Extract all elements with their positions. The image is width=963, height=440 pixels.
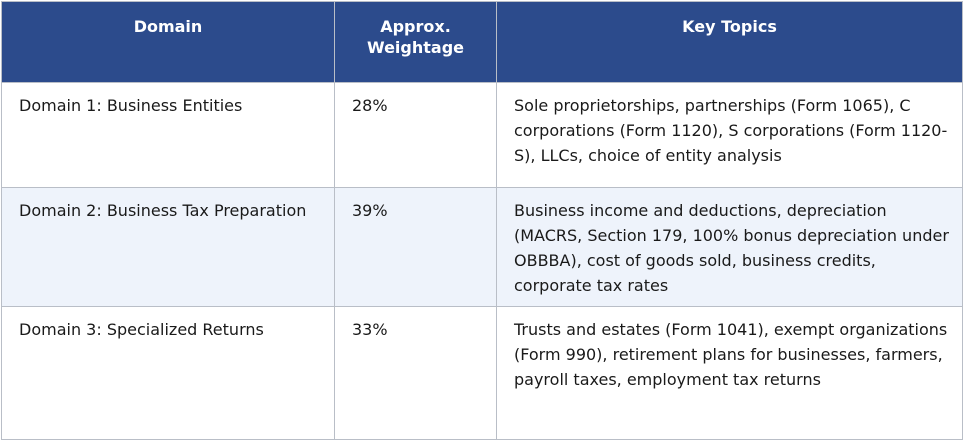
header-cell: Key Topics	[496, 1, 963, 83]
table-header: Domain Approx. Weightage Key Topics	[1, 1, 963, 83]
table-body: Domain 1: Business Entities 28% Sole pro…	[1, 82, 963, 440]
domain-cell: Domain 2: Business Tax Preparation	[1, 187, 335, 307]
weight-cell: 39%	[334, 187, 497, 307]
table-row: Domain 3: Specialized Returns 33% Trusts…	[1, 306, 963, 440]
header-cell: Approx. Weightage	[334, 1, 497, 83]
domain-cell: Domain 3: Specialized Returns	[1, 306, 335, 440]
topics-cell: Trusts and estates (Form 1041), exempt o…	[496, 306, 963, 440]
weight-cell: 28%	[334, 82, 497, 188]
topics-cell: Sole proprietorships, partnerships (Form…	[496, 82, 963, 188]
header-cell: Domain	[1, 1, 335, 83]
domain-cell: Domain 1: Business Entities	[1, 82, 335, 188]
weight-cell: 33%	[334, 306, 497, 440]
table-row: Domain 2: Business Tax Preparation 39% B…	[1, 187, 963, 307]
topics-cell: Business income and deductions, deprecia…	[496, 187, 963, 307]
header-row: Domain Approx. Weightage Key Topics	[1, 1, 963, 83]
table-row: Domain 1: Business Entities 28% Sole pro…	[1, 82, 963, 188]
